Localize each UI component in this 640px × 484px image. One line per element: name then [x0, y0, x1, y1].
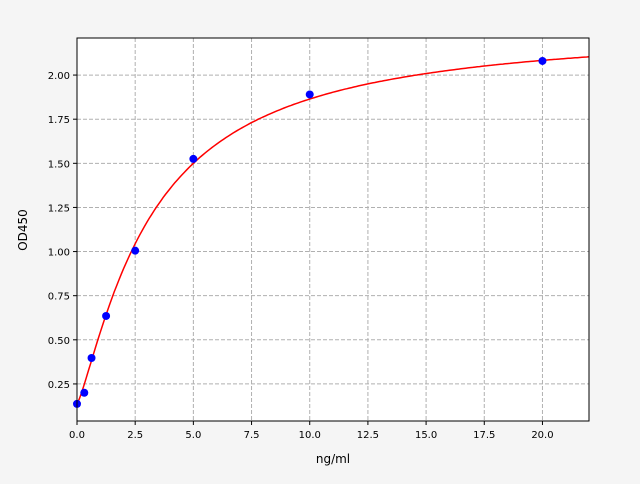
data-point: [305, 90, 314, 99]
data-point: [80, 388, 89, 397]
y-tick-label: 0.50: [48, 336, 70, 347]
data-point: [538, 56, 547, 65]
x-tick-label: 10.0: [299, 430, 321, 441]
x-tick-label: 5.0: [185, 430, 201, 441]
y-tick-label: 2.00: [48, 71, 70, 82]
y-tick-label: 1.75: [48, 115, 70, 126]
data-point: [131, 246, 140, 255]
x-tick-label: 20.0: [531, 430, 553, 441]
x-tick-label: 15.0: [415, 430, 437, 441]
plot-area: [77, 38, 589, 421]
data-point: [189, 154, 198, 163]
x-tick-label: 0.0: [69, 430, 85, 441]
plot-frame: [76, 37, 590, 422]
y-tick-label: 0.25: [48, 380, 70, 391]
x-tick-label: 12.5: [357, 430, 379, 441]
y-tick-label: 1.50: [48, 159, 70, 170]
x-tick-label: 2.5: [127, 430, 143, 441]
x-axis-label: ng/ml: [316, 452, 350, 466]
y-axis-label: OD450: [16, 209, 30, 251]
x-tick-label: 17.5: [473, 430, 495, 441]
data-point: [87, 353, 96, 362]
y-tick-label: 1.00: [48, 248, 70, 259]
y-tick-label: 0.75: [48, 292, 70, 303]
x-tick-label: 7.5: [244, 430, 260, 441]
y-tick-label: 1.25: [48, 203, 70, 214]
data-point: [102, 311, 111, 320]
fit-curve: [76, 56, 590, 405]
